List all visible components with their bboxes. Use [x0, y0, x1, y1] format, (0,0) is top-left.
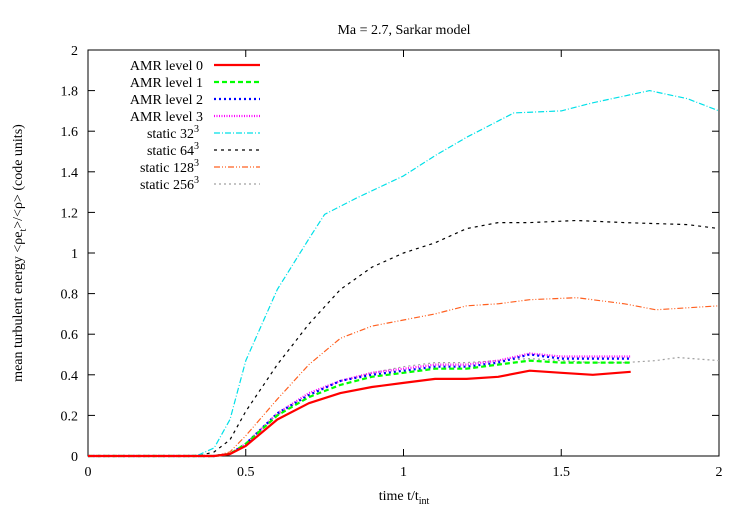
legend-name: static 64 [147, 144, 194, 159]
legend-label: AMR level 2 [130, 93, 203, 108]
y-tick-label: 1.8 [61, 85, 79, 100]
series-line-amr-level-3 [88, 352, 631, 458]
series-line-static-128 [88, 297, 720, 457]
series-line-static-64 [88, 219, 720, 457]
y-tick-label: 1 [71, 247, 78, 262]
legend-label: AMR level 3 [130, 110, 203, 125]
legend-name: AMR level 0 [130, 59, 203, 74]
series-line-amr-level-1 [88, 359, 631, 458]
chart-title: Ma = 2.7, Sarkar model [337, 23, 470, 38]
legend-label: static 323 [147, 124, 199, 142]
y-tick-label: 1.4 [61, 166, 79, 181]
y-axis-label: mean turbulent energy <ρet>/<ρ> (code un… [11, 124, 29, 382]
x-tick-label: 1.5 [553, 465, 571, 480]
y-axis-label-pre: mean turbulent energy <ρe [11, 232, 26, 382]
legend-name: static 32 [147, 127, 194, 142]
y-axis-label-sub: t [18, 229, 29, 232]
y-tick-label: 0.8 [61, 288, 79, 303]
legend-superscript: 3 [194, 175, 199, 186]
legend-superscript: 3 [194, 124, 199, 135]
legend-label: AMR level 1 [130, 76, 203, 91]
x-axis-label-main: time t/t [379, 489, 419, 504]
legend-superscript: 3 [194, 158, 199, 169]
series-line-amr-level-0 [88, 369, 631, 458]
x-axis-label: time t/tint [379, 489, 430, 507]
y-tick-label: 0.4 [61, 369, 79, 384]
y-tick-label: 1.2 [61, 206, 79, 221]
x-tick-label: 0 [85, 465, 92, 480]
legend-name: AMR level 1 [130, 76, 203, 91]
legend-name: AMR level 2 [130, 93, 203, 108]
legend-label: static 643 [147, 141, 199, 159]
y-tick-label: 0.2 [61, 409, 79, 424]
legend-label: AMR level 0 [130, 59, 203, 74]
y-tick-label: 2 [71, 44, 78, 59]
legend-label: static 2563 [140, 175, 199, 193]
y-tick-label: 0 [71, 450, 78, 465]
x-axis-label-sub: int [419, 496, 430, 507]
y-tick-label: 0.6 [61, 328, 79, 343]
legend-name: static 128 [140, 161, 194, 176]
legend-label: static 1283 [140, 158, 199, 176]
series-line-static-32 [88, 89, 720, 457]
legend-name: static 256 [140, 178, 194, 193]
series-line-amr-level-2 [88, 353, 631, 458]
x-tick-label: 1 [400, 465, 407, 480]
x-tick-label: 0.5 [237, 465, 255, 480]
x-tick-label: 2 [716, 465, 723, 480]
y-tick-label: 1.6 [61, 125, 79, 140]
legend-name: AMR level 3 [130, 110, 203, 125]
y-axis-label-post: >/<ρ> (code units) [11, 124, 26, 229]
legend-superscript: 3 [194, 141, 199, 152]
